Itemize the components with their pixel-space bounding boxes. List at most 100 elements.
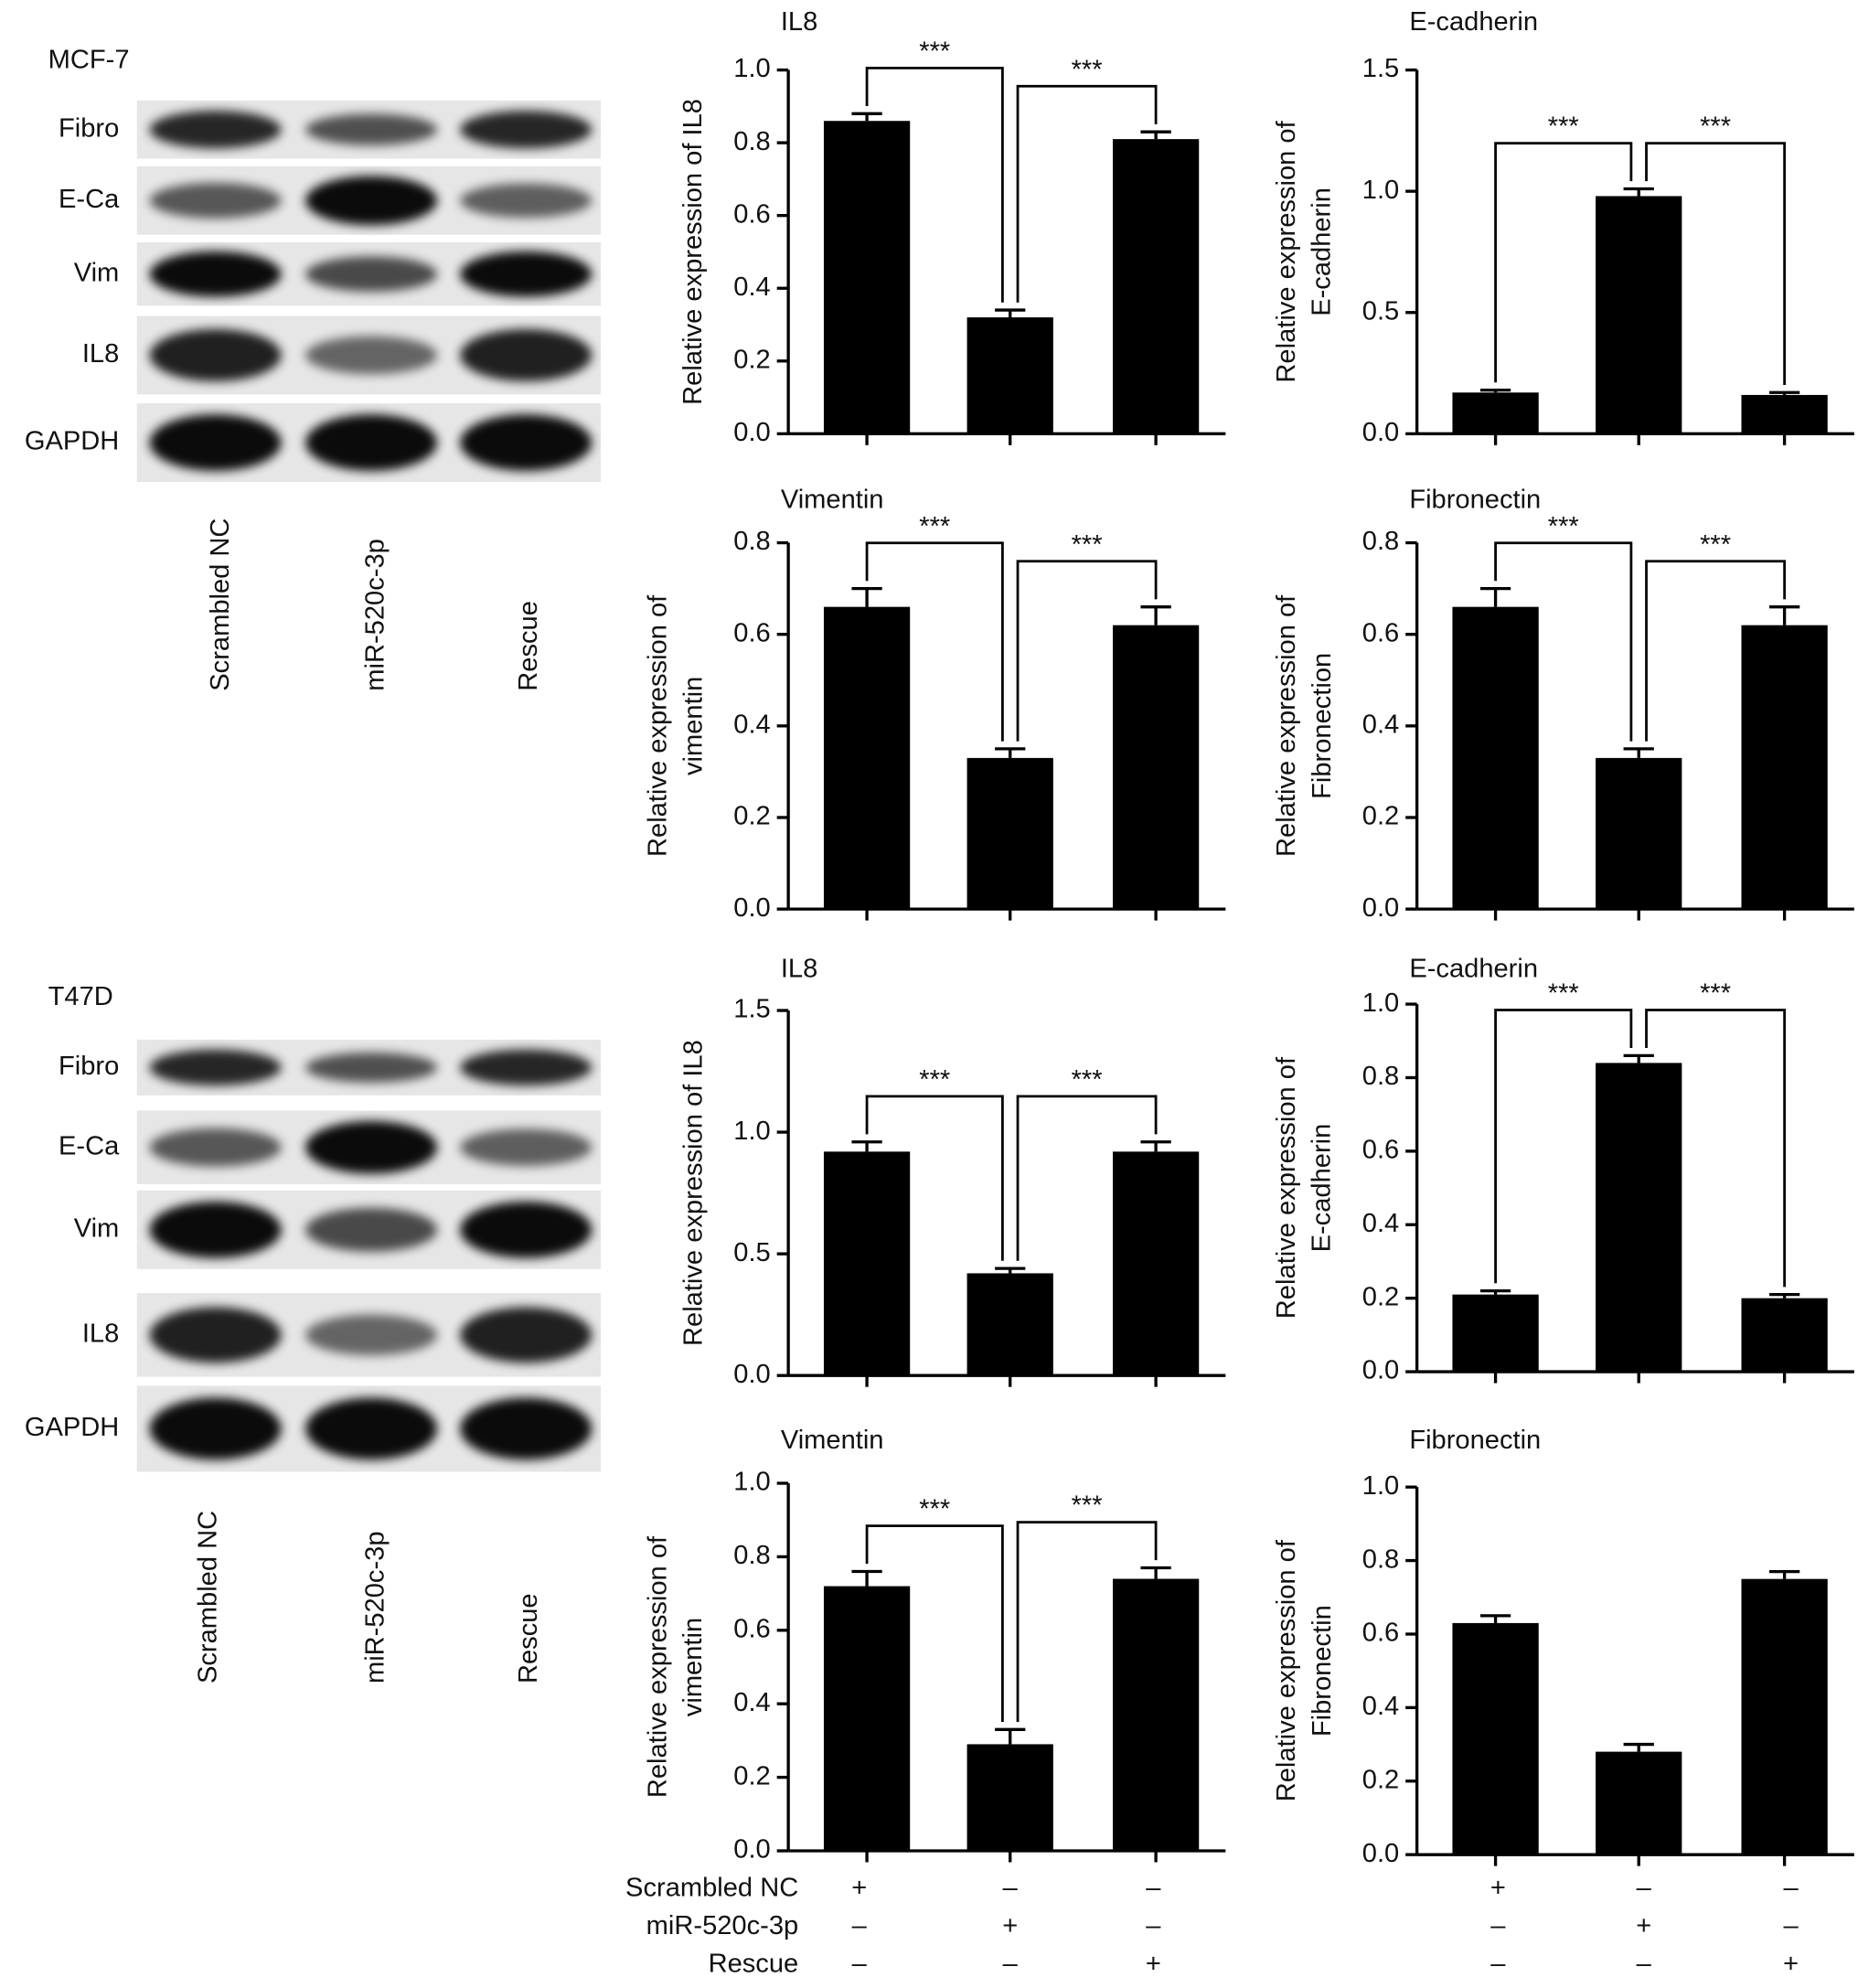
bar xyxy=(1112,625,1200,910)
chart-title: Fibronectin xyxy=(1409,486,1541,515)
y-tick-label: 0.4 xyxy=(733,711,770,740)
y-tick-label: 0.8 xyxy=(733,1541,770,1570)
significance-bracket xyxy=(1016,84,1158,303)
blot-band xyxy=(149,182,282,219)
blot-band xyxy=(305,1314,438,1356)
condition-label: miR-520c-3p xyxy=(646,1911,799,1940)
significance-label: *** xyxy=(1548,979,1579,1009)
blot-band xyxy=(305,176,438,226)
y-tick-label: 0.6 xyxy=(1362,1619,1399,1648)
blot-band xyxy=(305,1397,438,1460)
bar xyxy=(966,1744,1053,1851)
bar xyxy=(823,1151,911,1376)
chart-title: E-cadherin xyxy=(1409,7,1538,37)
blot-row-label: E-Ca xyxy=(59,1131,120,1160)
bar xyxy=(1596,1751,1682,1855)
significance-label: *** xyxy=(1072,55,1103,84)
blot-band xyxy=(305,1207,438,1252)
significance-bracket xyxy=(1016,1095,1158,1261)
chart-title: E-cadherin xyxy=(1409,954,1538,983)
bar xyxy=(1112,1151,1200,1376)
lane-label: Scrambled NC xyxy=(206,518,235,691)
condition-sign: – xyxy=(1146,1911,1161,1940)
blot-band xyxy=(149,414,282,471)
y-tick-label: 0.0 xyxy=(733,418,770,447)
condition-label: Scrambled NC xyxy=(625,1873,798,1902)
bar xyxy=(1741,1578,1828,1855)
blot-band xyxy=(305,414,438,471)
blot-band xyxy=(149,1128,282,1167)
blot-row-label: Vim xyxy=(74,258,120,287)
blot-row-label: IL8 xyxy=(82,1320,119,1349)
condition-sign: + xyxy=(1783,1949,1799,1978)
blot-band xyxy=(460,1049,593,1086)
bar xyxy=(1452,1294,1539,1373)
blot-band xyxy=(149,111,282,149)
condition-sign: + xyxy=(851,1873,867,1902)
bar xyxy=(1741,625,1828,910)
y-tick-label: 0.8 xyxy=(733,127,770,156)
blot-band xyxy=(149,1049,282,1086)
condition-sign: – xyxy=(1637,1873,1652,1902)
y-axis-label: Fibronectin xyxy=(1308,1605,1337,1737)
blot-band xyxy=(460,414,593,471)
significance-label: *** xyxy=(919,1495,950,1524)
significance-bracket xyxy=(1494,1009,1633,1284)
blot-band xyxy=(460,1201,593,1258)
condition-sign: + xyxy=(1636,1911,1651,1940)
y-tick-label: 0.2 xyxy=(1362,802,1399,831)
blot-row-label: IL8 xyxy=(82,339,119,369)
bar xyxy=(823,121,911,434)
chart-title: Vimentin xyxy=(781,1426,884,1455)
y-tick-label: 0.0 xyxy=(1362,1839,1399,1868)
bar xyxy=(1452,1622,1539,1855)
bar xyxy=(1112,139,1200,434)
y-tick-label: 0.2 xyxy=(1362,1765,1399,1794)
condition-sign: + xyxy=(1146,1949,1161,1978)
significance-label: *** xyxy=(919,37,950,66)
lane-label: Scrambled NC xyxy=(193,1511,222,1683)
y-tick-label: 1.0 xyxy=(733,1117,770,1146)
y-tick-label: 0.0 xyxy=(733,1360,770,1389)
blot-row-label: Vim xyxy=(74,1213,120,1243)
condition-sign: – xyxy=(1146,1873,1161,1902)
bar xyxy=(1596,1063,1682,1373)
y-axis-label: Relative expression of xyxy=(1272,1539,1301,1801)
y-tick-label: 1.0 xyxy=(733,1468,770,1497)
y-axis-label: Relative expression of xyxy=(1272,120,1301,382)
blot-band xyxy=(460,1128,593,1166)
lane-label: Rescue xyxy=(514,1593,543,1683)
blot-band xyxy=(149,1201,282,1258)
bar xyxy=(1452,606,1539,910)
blot-band xyxy=(460,1307,593,1363)
blot-row-label: Fibro xyxy=(59,113,119,143)
blot-band xyxy=(460,183,593,219)
significance-bracket xyxy=(1645,142,1786,385)
condition-sign: – xyxy=(852,1949,868,1978)
bar xyxy=(966,317,1053,434)
y-axis-label: E-cadherin xyxy=(1308,187,1337,316)
bar xyxy=(1596,196,1682,434)
y-tick-label: 0.8 xyxy=(1362,1062,1399,1091)
blot-row-label: Fibro xyxy=(59,1052,119,1081)
y-tick-label: 0.4 xyxy=(733,1688,770,1717)
y-tick-label: 0.0 xyxy=(1362,893,1399,923)
significance-label: *** xyxy=(1700,530,1731,560)
significance-bracket xyxy=(865,541,1004,742)
significance-label: *** xyxy=(1700,112,1731,142)
y-axis-label: Relative expression of IL8 xyxy=(678,99,708,405)
significance-bracket xyxy=(1645,1009,1786,1288)
blot-band xyxy=(305,336,438,375)
y-tick-label: 1.5 xyxy=(733,995,770,1024)
lane-label: miR-520c-3p xyxy=(360,539,390,691)
blot-title: MCF-7 xyxy=(48,46,130,75)
condition-sign: + xyxy=(1002,1911,1018,1940)
y-axis-label: vimentin xyxy=(678,1618,708,1716)
y-tick-label: 0.6 xyxy=(733,1615,770,1644)
bar xyxy=(1596,757,1682,910)
y-tick-label: 0.4 xyxy=(733,273,770,302)
y-tick-label: 0.8 xyxy=(733,527,770,556)
significance-bracket xyxy=(865,1095,1004,1261)
bar xyxy=(823,1586,911,1851)
condition-sign: – xyxy=(1003,1873,1019,1902)
